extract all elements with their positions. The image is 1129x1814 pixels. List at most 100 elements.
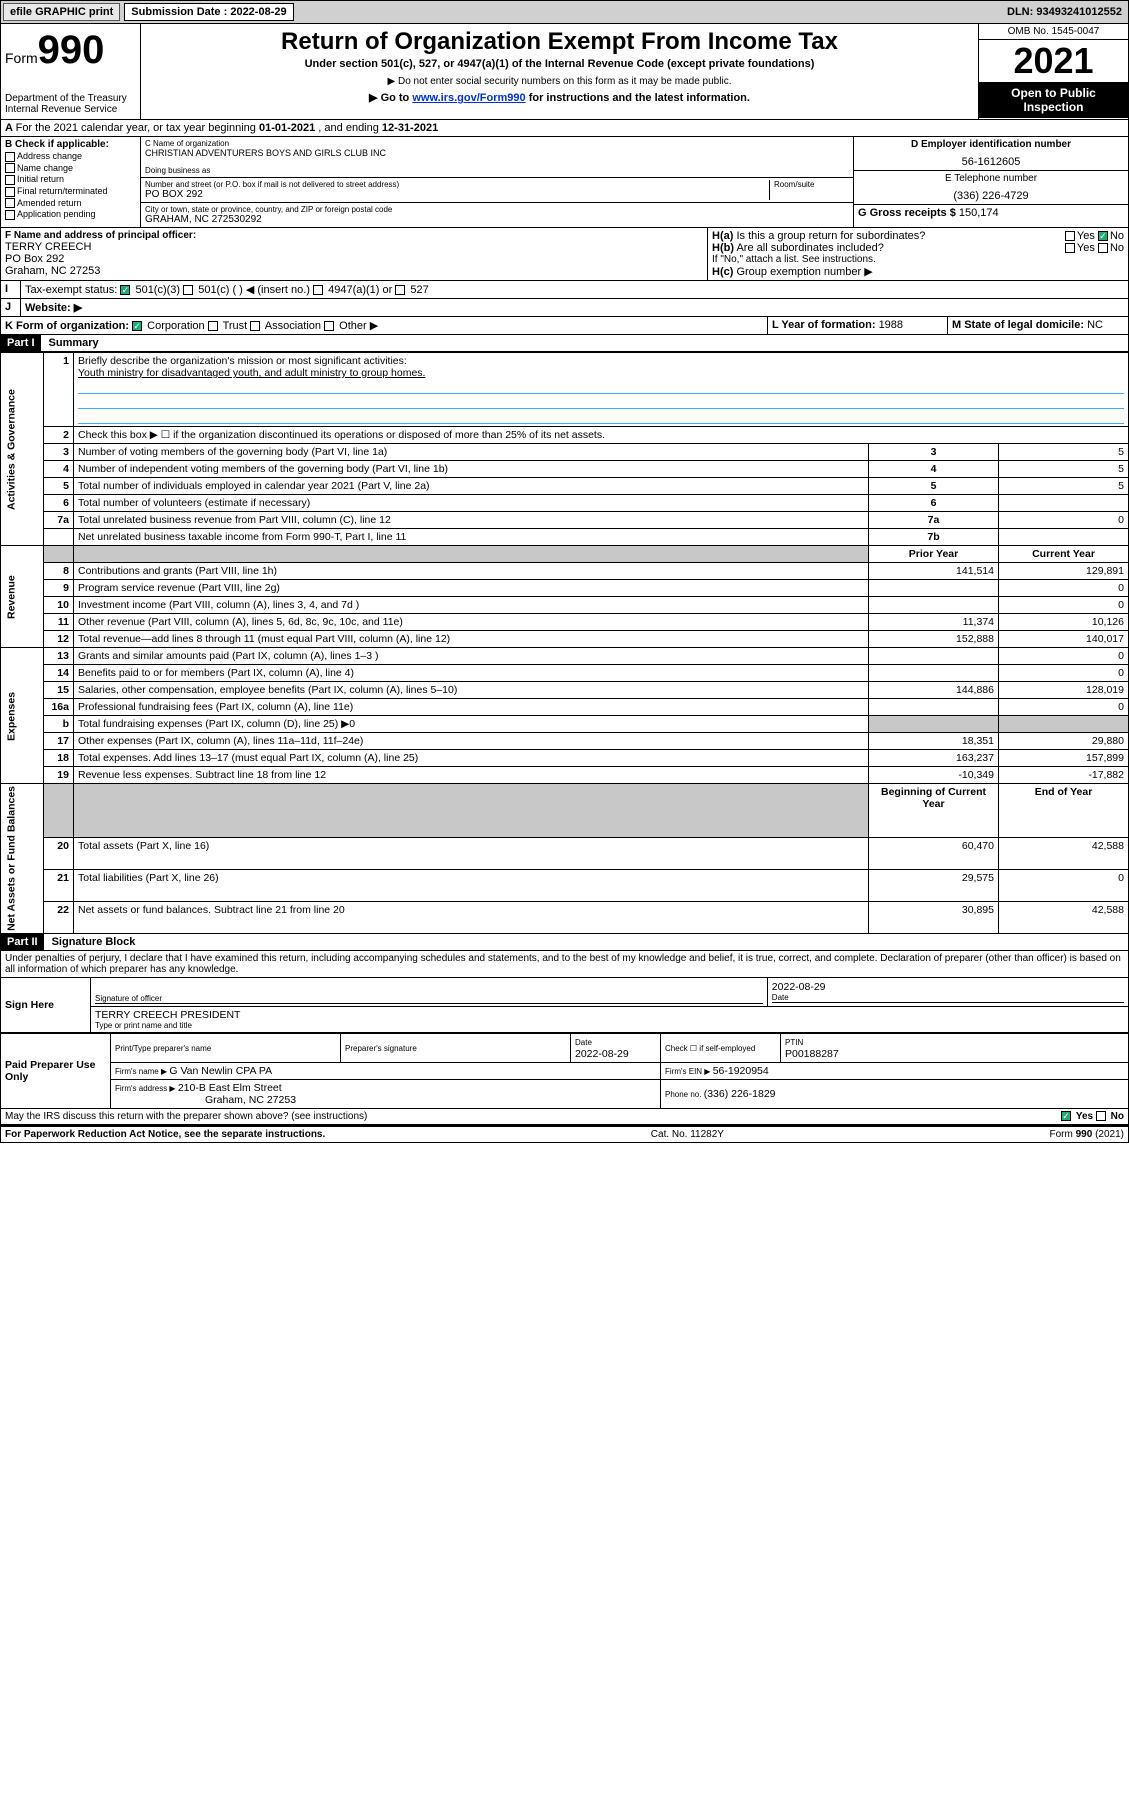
r10-n: 10 <box>43 597 73 614</box>
r21-begin: 29,575 <box>869 870 999 902</box>
check-final-return[interactable] <box>5 187 15 197</box>
r5-val: 5 <box>999 478 1129 495</box>
r22-begin: 30,895 <box>869 902 999 934</box>
check-name-change[interactable] <box>5 163 15 173</box>
r16a-cur: 0 <box>999 699 1129 716</box>
check-if-selfemployed: Check ☐ if self-employed <box>665 1044 755 1053</box>
r12-cur: 140,017 <box>999 631 1129 648</box>
hb-label: Are all subordinates included? <box>736 242 883 254</box>
ha-no-check[interactable] <box>1098 231 1108 241</box>
r11-prior: 11,374 <box>869 614 999 631</box>
r15-n: 15 <box>43 682 73 699</box>
part1-title: Summary <box>41 337 99 349</box>
c-name-label: C Name of organization <box>145 139 849 148</box>
check-trust[interactable] <box>208 321 218 331</box>
r10-cur: 0 <box>999 597 1129 614</box>
check-501c[interactable] <box>183 285 193 295</box>
r17-label: Other expenses (Part IX, column (A), lin… <box>73 733 868 750</box>
paid-preparer-table: Paid Preparer Use Only Print/Type prepar… <box>0 1033 1129 1109</box>
part1-badge: Part I <box>1 335 41 351</box>
r21-label: Total liabilities (Part X, line 26) <box>73 870 868 902</box>
f-label: F Name and address of principal officer: <box>5 230 196 241</box>
efile-button[interactable]: efile GRAPHIC print <box>3 3 120 21</box>
firm-name: G Van Newlin CPA PA <box>169 1065 272 1077</box>
r7a-label: Total unrelated business revenue from Pa… <box>73 512 868 529</box>
submission-date-label: Submission Date : <box>131 6 230 18</box>
r9-n: 9 <box>43 580 73 597</box>
r18-prior: 163,237 <box>869 750 999 767</box>
i-opt3: 4947(a)(1) or <box>328 284 392 296</box>
e-label: E Telephone number <box>858 173 1124 184</box>
part2-header-row: Part II Signature Block <box>0 934 1129 951</box>
prep-name-label: Print/Type preparer's name <box>115 1044 211 1053</box>
b-item-0: Address change <box>17 151 82 161</box>
check-amended-return[interactable] <box>5 198 15 208</box>
r6-n: 6 <box>43 495 73 512</box>
r11-n: 11 <box>43 614 73 631</box>
may-irs-yes-check[interactable] <box>1061 1111 1071 1121</box>
r16a-label: Professional fundraising fees (Part IX, … <box>73 699 868 716</box>
r18-label: Total expenses. Add lines 13–17 (must eq… <box>73 750 868 767</box>
r12-n: 12 <box>43 631 73 648</box>
r8-prior: 141,514 <box>869 563 999 580</box>
side-netassets: Net Assets or Fund Balances <box>1 784 44 934</box>
year-block: OMB No. 1545-0047 2021 Open to Public In… <box>978 24 1128 119</box>
r20-label: Total assets (Part X, line 16) <box>73 838 868 870</box>
hb-note: If "No," attach a list. See instructions… <box>712 254 1124 265</box>
d-label: D Employer identification number <box>911 139 1071 150</box>
title-sub3: ▶ Go to www.irs.gov/Form990 for instruct… <box>149 91 970 104</box>
r20-end: 42,588 <box>999 838 1129 870</box>
k-trust: Trust <box>223 320 248 332</box>
hb-no-check[interactable] <box>1098 243 1108 253</box>
r15-label: Salaries, other compensation, employee b… <box>73 682 868 699</box>
side-activities: Activities & Governance <box>1 353 44 546</box>
line1-label: Briefly describe the organization's miss… <box>78 355 407 367</box>
r17-cur: 29,880 <box>999 733 1129 750</box>
domicile-state: NC <box>1087 319 1103 331</box>
r13-prior <box>869 648 999 665</box>
ha-yes-check[interactable] <box>1065 231 1075 241</box>
r20-n: 20 <box>43 838 73 870</box>
hb-yes-check[interactable] <box>1065 243 1075 253</box>
dept-treasury: Department of the Treasury <box>5 93 136 104</box>
firm-addr-label: Firm's address ▶ <box>115 1084 178 1093</box>
r18-cur: 157,899 <box>999 750 1129 767</box>
officer-name-title: TERRY CREECH PRESIDENT <box>95 1009 1124 1021</box>
title-block: Return of Organization Exempt From Incom… <box>141 24 978 119</box>
r7a-n: 7a <box>43 512 73 529</box>
r7b-n <box>43 529 73 546</box>
r12-label: Total revenue—add lines 8 through 11 (mu… <box>73 631 868 648</box>
may-irs-no-check[interactable] <box>1096 1111 1106 1121</box>
r13-cur: 0 <box>999 648 1129 665</box>
check-application-pending[interactable] <box>5 210 15 220</box>
check-address-change[interactable] <box>5 152 15 162</box>
officer-street: PO Box 292 <box>5 253 703 265</box>
prep-date-label: Date <box>575 1038 592 1047</box>
check-initial-return[interactable] <box>5 175 15 185</box>
col-prior: Prior Year <box>869 546 999 563</box>
check-4947[interactable] <box>313 285 323 295</box>
check-501c3[interactable] <box>120 285 130 295</box>
section-klm: K Form of organization: Corporation Trus… <box>0 317 1129 335</box>
type-name-label: Type or print name and title <box>95 1021 1124 1030</box>
dba-label: Doing business as <box>145 166 849 175</box>
section-j: J Website: ▶ <box>0 299 1129 317</box>
firm-ein: 56-1920954 <box>713 1065 769 1077</box>
check-assoc[interactable] <box>250 321 260 331</box>
check-527[interactable] <box>395 285 405 295</box>
form-id-block: Form990 Department of the Treasury Inter… <box>1 24 141 119</box>
ptin-label: PTIN <box>785 1038 803 1047</box>
r7a-val: 0 <box>999 512 1129 529</box>
firm-phone: (336) 226-1829 <box>704 1088 776 1100</box>
r3-n: 3 <box>43 444 73 461</box>
k-other: Other ▶ <box>339 320 378 332</box>
b-item-3: Final return/terminated <box>17 186 108 196</box>
check-other[interactable] <box>324 321 334 331</box>
r5-label: Total number of individuals employed in … <box>73 478 868 495</box>
hb-yes: Yes <box>1077 242 1095 254</box>
street-value: PO BOX 292 <box>145 189 769 200</box>
section-fh: F Name and address of principal officer:… <box>0 228 1129 281</box>
form-number: 990 <box>38 28 105 72</box>
check-corp[interactable] <box>132 321 142 331</box>
form990-link[interactable]: www.irs.gov/Form990 <box>412 92 525 104</box>
